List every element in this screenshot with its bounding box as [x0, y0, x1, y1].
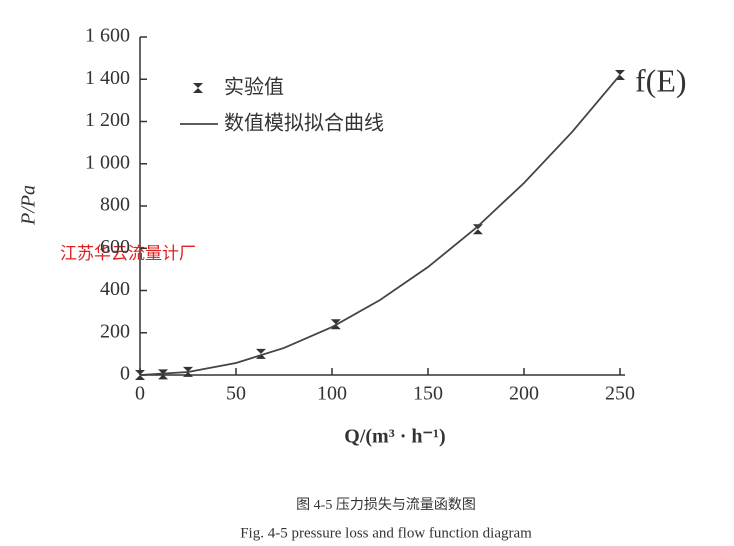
- y-tick-label: 400: [100, 278, 130, 300]
- x-tick-label: 0: [135, 383, 145, 405]
- watermark: 江苏华云流量计厂: [60, 244, 196, 263]
- x-tick-label: 150: [413, 383, 443, 405]
- y-tick-label: 1 600: [85, 25, 130, 47]
- y-tick-label: 1 200: [85, 109, 130, 131]
- fit-line: [139, 74, 621, 376]
- data-point: [255, 348, 266, 359]
- legend-label: 实验值: [224, 75, 284, 99]
- legend-marker: [193, 83, 203, 93]
- caption-en: Fig. 4-5 pressure loss and flow function…: [240, 525, 532, 541]
- y-tick-label: 200: [100, 320, 130, 342]
- x-tick-label: 50: [226, 383, 246, 405]
- y-tick-label: 0: [120, 363, 130, 385]
- y-axis-label: P/Pa: [18, 185, 40, 226]
- caption-cn: 图 4-5 压力损失与流量函数图: [296, 497, 476, 513]
- y-tick-label: 600: [100, 236, 130, 258]
- legend-label: 数值模拟拟合曲线: [224, 111, 384, 135]
- x-tick-label: 200: [509, 383, 539, 405]
- data-point: [472, 224, 483, 235]
- annotation: f(E): [635, 62, 687, 98]
- x-axis-label: Q/(m³ · h⁻¹): [344, 426, 445, 448]
- x-tick-label: 100: [317, 383, 347, 405]
- y-tick-label: 1 000: [85, 151, 130, 173]
- y-tick-label: 800: [100, 194, 130, 216]
- y-tick-label: 1 400: [85, 67, 130, 89]
- x-tick-label: 250: [605, 383, 635, 405]
